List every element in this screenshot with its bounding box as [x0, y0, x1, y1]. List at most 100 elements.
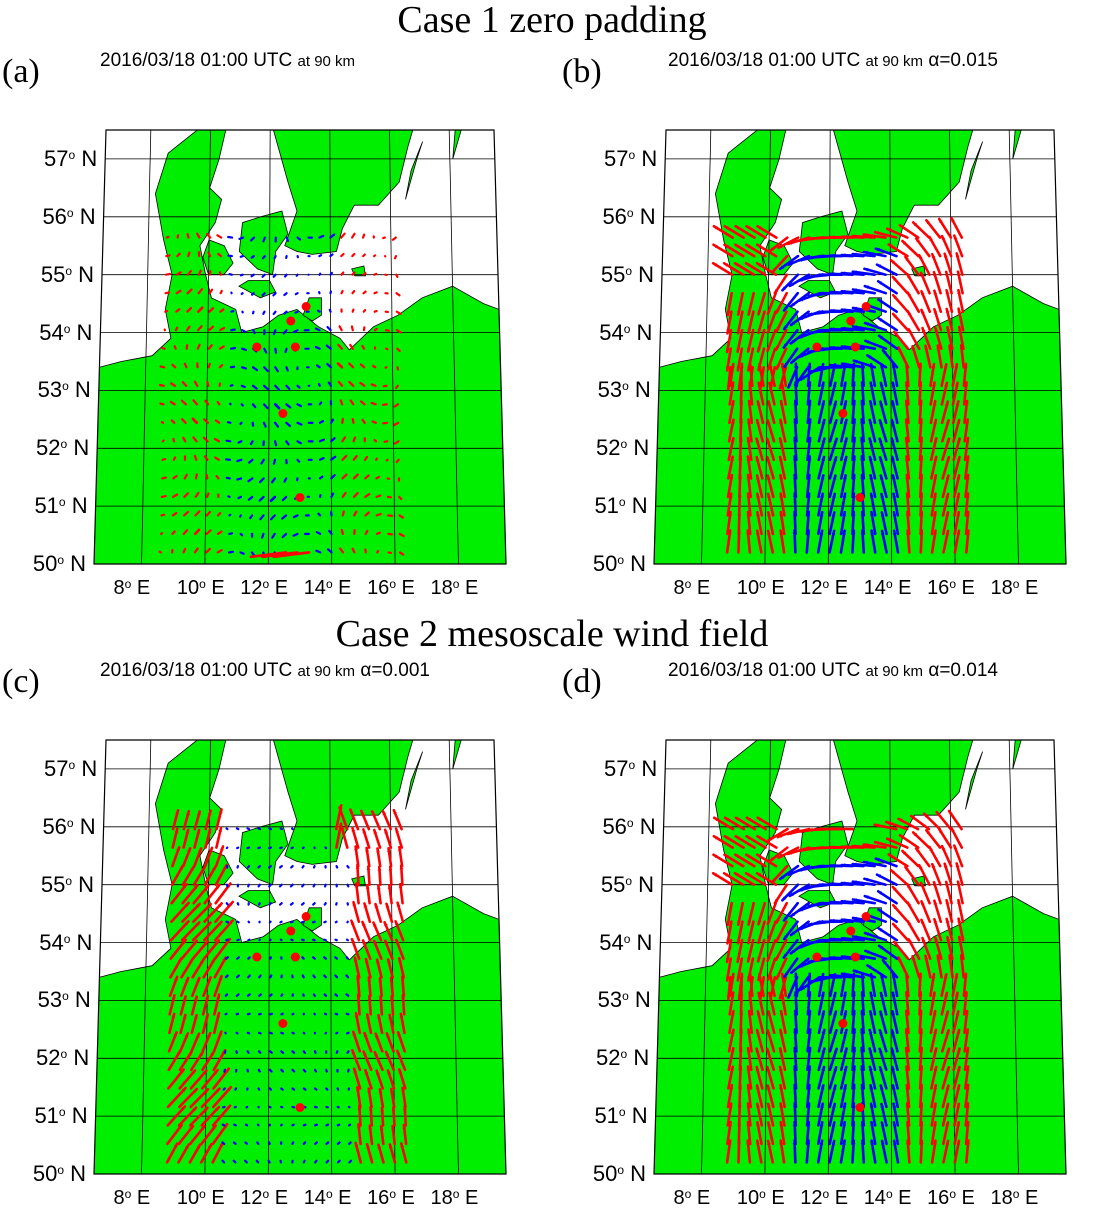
wind-vector [342, 419, 343, 423]
wind-vector [297, 275, 298, 276]
wind-vector [248, 1070, 249, 1072]
wind-vector [318, 514, 320, 516]
wind-vector [237, 460, 241, 461]
lat-tick-label: 55o N [601, 263, 654, 287]
wind-vector [363, 235, 364, 238]
wind-vector [270, 1033, 272, 1034]
wind-vector [269, 848, 271, 849]
lat-tick-label: 52o N [596, 1046, 649, 1070]
wind-vector [162, 515, 165, 516]
wind-vector [223, 1161, 225, 1163]
wind-vector [166, 274, 170, 275]
wind-vector [315, 1088, 317, 1089]
wind-vector [240, 238, 244, 239]
wind-vector [377, 496, 381, 497]
wind-vector [326, 1033, 327, 1034]
wind-vector [364, 310, 365, 312]
wind-vector [224, 1088, 225, 1089]
wind-vector [364, 292, 366, 294]
wind-vector [162, 478, 166, 479]
lon-tick-label: 12o E [240, 1186, 288, 1210]
lat-tick-label: 53o N [598, 988, 651, 1012]
wind-vector [175, 346, 176, 348]
wind-vector [347, 1033, 349, 1034]
lon-tick-label: 16o E [367, 576, 415, 600]
wind-vector [315, 1142, 317, 1144]
wind-vector [281, 1088, 283, 1089]
lat-tick-label: 55o N [41, 873, 94, 897]
wind-vector [176, 328, 177, 330]
wind-vector [313, 940, 315, 941]
wind-vector [184, 549, 186, 553]
meteor-radar-station [291, 343, 300, 352]
wind-vector [238, 903, 239, 904]
lat-tick-label: 57o N [604, 757, 657, 781]
wind-vector [342, 530, 343, 534]
lon-tick-label: 16o E [367, 1186, 415, 1210]
wind-vector [377, 514, 381, 515]
wind-vector [165, 311, 167, 312]
wind-vector [269, 885, 271, 887]
wind-vector [376, 477, 379, 478]
wind-vector [317, 366, 320, 368]
wind-vector [338, 1142, 340, 1144]
wind-vector [241, 534, 242, 535]
wind-vector [210, 271, 211, 275]
lon-tick-label: 18o E [430, 1186, 478, 1210]
wind-vector [234, 1161, 236, 1163]
wind-vector [226, 994, 227, 995]
wind-vector [280, 885, 282, 887]
wind-vector [238, 866, 239, 867]
wind-vector [386, 349, 387, 350]
lon-tick-label: 14o E [864, 576, 912, 600]
lat-tick-label: 52o N [36, 1046, 89, 1070]
wind-vector [270, 976, 271, 978]
wind-vector [331, 494, 333, 497]
wind-vector [188, 234, 189, 238]
wind-vector [318, 311, 320, 312]
map-panel-b: (b)2016/03/18 01:00 UTC at 90 km α=0.015… [560, 44, 1104, 614]
meteor-radar-station [846, 927, 855, 936]
wind-vector [234, 1125, 236, 1126]
wind-vector [326, 1125, 328, 1126]
wind-vector [286, 349, 287, 352]
wind-vector [238, 922, 239, 923]
wind-vector [188, 253, 189, 257]
wind-vector [325, 885, 326, 887]
wind-vector [353, 419, 354, 423]
wind-vector [304, 1142, 305, 1144]
wind-vector [298, 238, 301, 240]
wind-vector [338, 1088, 339, 1089]
wind-vector [209, 364, 210, 368]
lat-tick-label: 51o N [34, 1104, 87, 1128]
wind-vector [270, 1088, 271, 1089]
wind-vector [237, 957, 239, 958]
wind-vector [349, 1125, 350, 1126]
wind-vector [269, 1142, 270, 1144]
wind-vector [207, 382, 208, 386]
wind-vector [237, 1014, 238, 1015]
wind-vector [240, 515, 241, 516]
wind-vector [347, 994, 349, 995]
wind-vector [281, 1125, 282, 1126]
wind-vector [161, 533, 162, 534]
wind-vector [259, 885, 260, 887]
wind-vector [302, 922, 304, 923]
wind-vector [241, 552, 244, 553]
wind-vector [349, 1161, 351, 1163]
wind-vector [166, 255, 169, 256]
wind-vector [397, 460, 399, 462]
wind-vector [336, 940, 337, 941]
wind-vector [347, 957, 348, 958]
wind-vector [209, 253, 211, 257]
wind-vector [291, 922, 293, 923]
lat-tick-label: 52o N [596, 436, 649, 460]
wind-vector [362, 346, 364, 349]
wind-vector [363, 273, 365, 275]
wind-vector [252, 293, 254, 295]
wind-vector [248, 848, 250, 849]
wind-vector [187, 345, 188, 349]
wind-vector [280, 866, 282, 867]
lon-tick-label: 12o E [800, 576, 848, 600]
